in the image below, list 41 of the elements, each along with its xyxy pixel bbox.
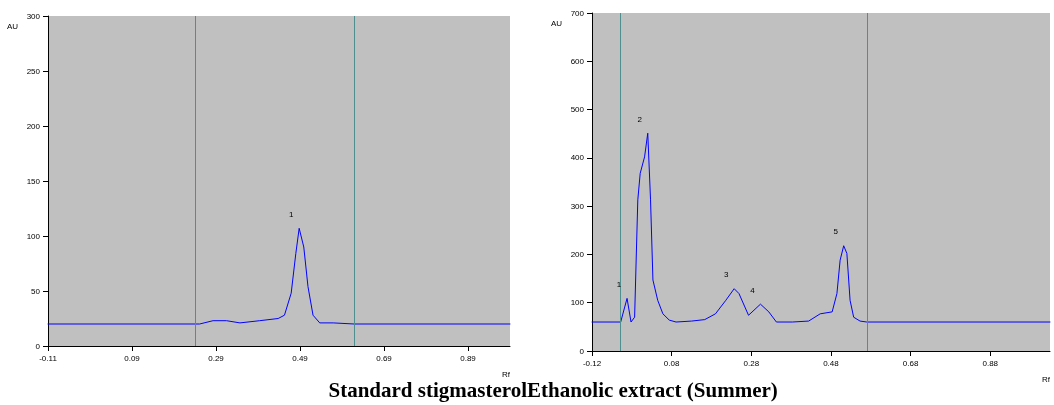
y-tick-label: 500 bbox=[570, 105, 585, 115]
annotation: 4 bbox=[750, 285, 756, 295]
x-tick-label: 0.49 bbox=[292, 353, 309, 363]
x-tick-label: 0.68 bbox=[902, 358, 919, 368]
line-series bbox=[591, 132, 1051, 323]
x-tick-label: 0.48 bbox=[823, 358, 840, 368]
y-tick-label: 700 bbox=[570, 8, 585, 18]
x-axis-title: Rf bbox=[1042, 374, 1051, 384]
annotation: 5 bbox=[833, 227, 839, 237]
text: Ethanolic extract (Summer) bbox=[527, 377, 778, 402]
text: Standard stigmasterol bbox=[328, 377, 528, 402]
x-tick-label: 0.69 bbox=[376, 353, 393, 363]
y-tick-label: 300 bbox=[26, 11, 41, 21]
annotation: 1 bbox=[288, 209, 294, 219]
x-tick-label: 0.28 bbox=[743, 358, 760, 368]
y-tick-label: 0 bbox=[579, 346, 585, 356]
annotation: 2 bbox=[637, 114, 643, 124]
y-tick-label: 100 bbox=[570, 298, 585, 308]
x-tick-label: 0.08 bbox=[663, 358, 680, 368]
y-tick-label: 200 bbox=[570, 249, 585, 259]
x-tick-label: 0.89 bbox=[460, 353, 477, 363]
y-tick-label: 600 bbox=[570, 56, 585, 66]
x-tick-label: 0.09 bbox=[124, 353, 141, 363]
y-tick-label: 300 bbox=[570, 201, 585, 211]
annotation: 1 bbox=[616, 279, 622, 289]
y-axis-title: AU bbox=[550, 18, 563, 28]
x-tick-label: -0.12 bbox=[582, 358, 602, 368]
y-tick-label: 400 bbox=[570, 153, 585, 163]
y-tick-label: 150 bbox=[26, 176, 41, 186]
x-axis-title: Rf bbox=[502, 369, 511, 379]
y-tick-label: 0 bbox=[35, 341, 41, 351]
x-tick-label: 0.29 bbox=[208, 353, 225, 363]
x-tick-label: -0.11 bbox=[39, 353, 58, 363]
y-tick-label: 250 bbox=[26, 66, 41, 76]
x-tick-label: 0.88 bbox=[982, 358, 999, 368]
line-series bbox=[47, 227, 511, 325]
y-tick-label: 50 bbox=[31, 286, 41, 296]
y-tick-label: 100 bbox=[26, 231, 41, 241]
y-axis-title: AU bbox=[6, 21, 19, 31]
y-tick-label: 200 bbox=[26, 121, 41, 131]
annotation: 3 bbox=[723, 270, 729, 280]
